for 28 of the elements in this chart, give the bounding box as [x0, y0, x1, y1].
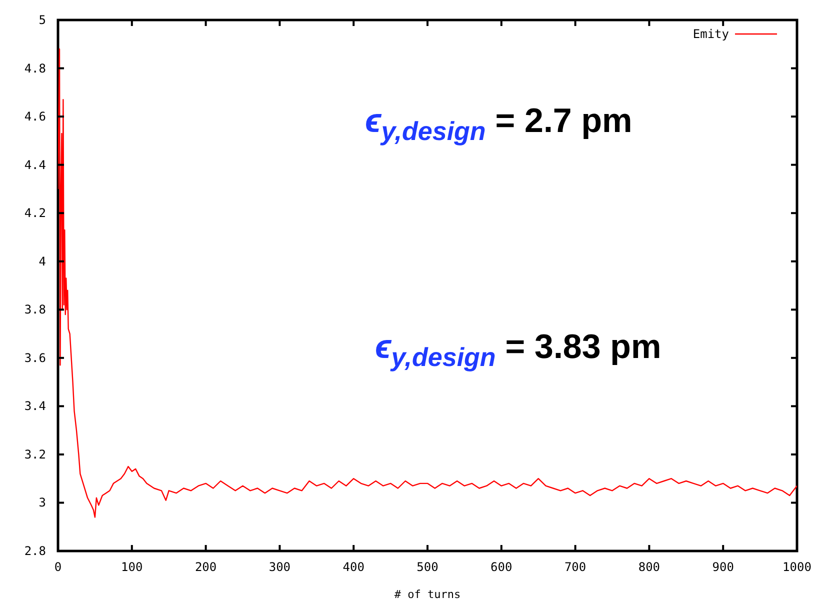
- legend-label: Emity: [692, 27, 729, 41]
- x-tick-label: 0: [54, 560, 62, 574]
- y-tick-label: 4.4: [24, 158, 46, 172]
- x-tick-label: 900: [712, 560, 734, 574]
- y-tick-label: 3.2: [24, 447, 46, 462]
- y-tick-label: 2.8: [24, 544, 46, 558]
- x-tick-label: 200: [194, 560, 217, 574]
- x-tick-label: 700: [564, 560, 586, 574]
- y-tick-label: 3.8: [24, 302, 46, 317]
- y-tick-label: 5: [38, 13, 46, 27]
- x-tick-label: 1000: [782, 560, 812, 574]
- x-axis-title: # of turns: [394, 588, 461, 601]
- line-series: [58, 48, 797, 518]
- x-tick-label: 800: [638, 560, 660, 574]
- annotation: ϵ$_{y,design}$ = 3.83 pm: [375, 328, 662, 372]
- y-tick-label: 4.2: [24, 206, 46, 220]
- x-tick-label: 600: [490, 560, 512, 574]
- y-tick-label: 3.4: [24, 399, 46, 414]
- x-tick-label: 400: [342, 560, 364, 574]
- x-tick-label: 100: [121, 560, 143, 574]
- y-tick-label: 3.6: [24, 350, 46, 365]
- y-tick-label: 4.6: [24, 110, 46, 124]
- y-tick-label: 4.8: [24, 61, 46, 76]
- y-tick-label: 3: [38, 496, 46, 510]
- x-tick-label: 300: [268, 560, 291, 574]
- annotation: ϵ$_{y,design}$ = 2.7 pm: [365, 102, 632, 146]
- y-tick-label: 4: [38, 254, 46, 268]
- x-tick-label: 500: [416, 560, 438, 574]
